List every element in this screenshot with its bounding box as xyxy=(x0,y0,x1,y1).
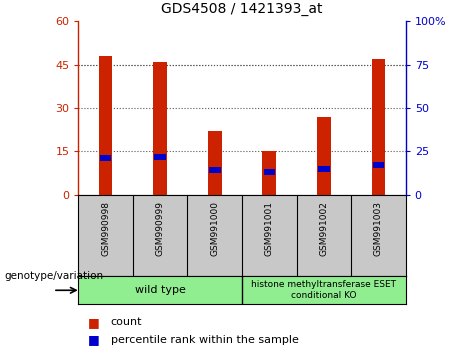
Text: ■: ■ xyxy=(88,316,99,329)
Text: GSM990999: GSM990999 xyxy=(156,201,165,256)
Bar xyxy=(372,162,384,168)
Text: GSM991001: GSM991001 xyxy=(265,201,274,256)
Text: count: count xyxy=(111,317,142,327)
Text: ■: ■ xyxy=(88,333,99,346)
Bar xyxy=(209,167,220,173)
Text: GSM991003: GSM991003 xyxy=(374,201,383,256)
Text: genotype/variation: genotype/variation xyxy=(5,271,104,281)
Text: wild type: wild type xyxy=(135,285,186,295)
Bar xyxy=(318,166,330,172)
Text: GSM991002: GSM991002 xyxy=(319,201,328,256)
Bar xyxy=(317,117,331,195)
Text: GSM991000: GSM991000 xyxy=(210,201,219,256)
Bar xyxy=(100,155,112,161)
Text: GSM990998: GSM990998 xyxy=(101,201,110,256)
Text: percentile rank within the sample: percentile rank within the sample xyxy=(111,335,299,345)
Bar xyxy=(154,154,166,160)
Bar xyxy=(208,131,222,195)
Bar xyxy=(264,169,275,175)
Text: histone methyltransferase ESET
conditional KO: histone methyltransferase ESET condition… xyxy=(251,280,396,300)
Title: GDS4508 / 1421393_at: GDS4508 / 1421393_at xyxy=(161,2,323,16)
Bar xyxy=(154,62,167,195)
Bar xyxy=(99,56,112,195)
Bar xyxy=(372,59,385,195)
Bar xyxy=(262,152,276,195)
